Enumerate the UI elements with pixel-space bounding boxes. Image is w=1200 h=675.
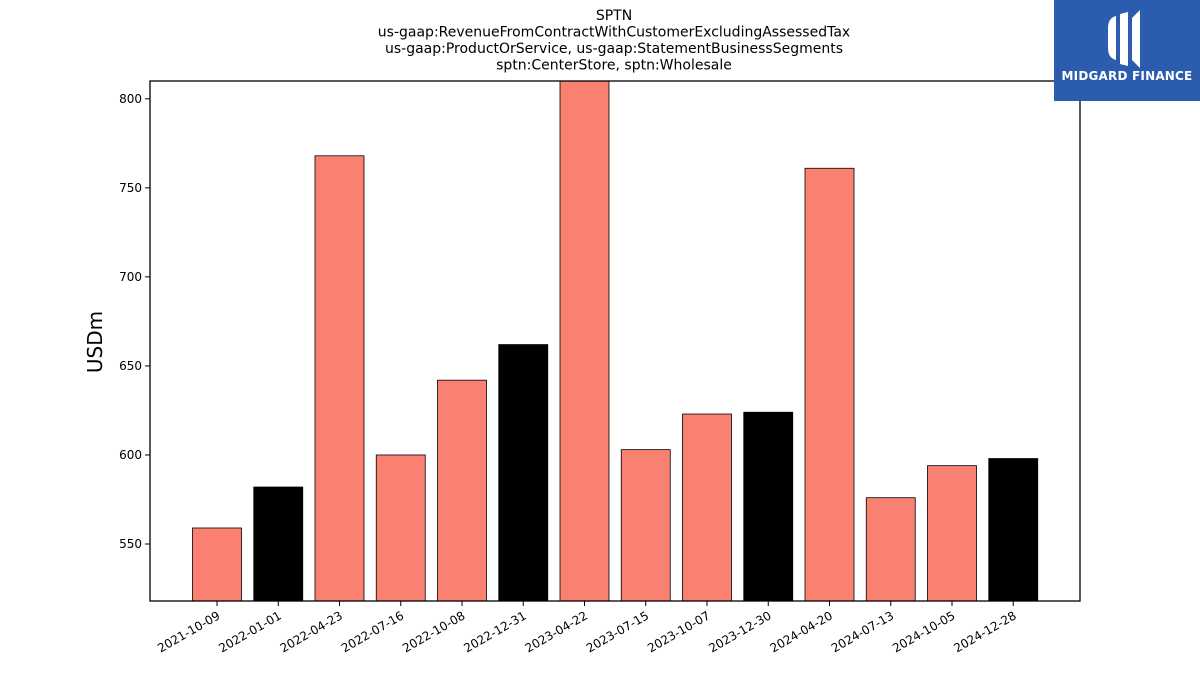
bar [437, 379, 487, 602]
x-tick-label: 2023-07-15 [584, 608, 651, 655]
x-tick-label: 2021-10-09 [155, 608, 222, 655]
title-line: sptn:CenterStore, sptn:Wholesale [496, 58, 732, 74]
x-tick-label: 2022-01-01 [216, 608, 283, 655]
title-line: us-gaap:RevenueFromContractWithCustomerE… [378, 25, 850, 41]
bar [498, 344, 549, 602]
bar [314, 155, 365, 602]
y-tick-label: 750 [119, 181, 142, 195]
x-tick-label: 2022-04-23 [278, 608, 345, 655]
y-tick-label: 600 [119, 448, 142, 462]
x-tick-label: 2024-07-13 [829, 608, 896, 655]
y-axis: 550 600 650 700 750 800 [119, 92, 150, 551]
bar [620, 449, 671, 602]
y-tick-label: 700 [119, 270, 142, 284]
bar [927, 465, 977, 602]
x-tick-label: 2022-10-08 [400, 608, 467, 655]
bar [253, 486, 304, 602]
bar [865, 497, 916, 602]
x-tick-label: 2023-04-22 [523, 608, 590, 655]
y-axis-label: USDm [83, 311, 107, 373]
logo-mark-icon [1108, 10, 1140, 68]
axes-frame [149, 80, 1081, 602]
x-tick-label: 2023-10-07 [645, 608, 712, 655]
x-tick-label: 2022-07-16 [339, 608, 406, 655]
bar [375, 454, 426, 602]
bar [804, 167, 855, 602]
x-tick-label: 2023-12-30 [706, 608, 773, 655]
title-line: SPTN [596, 8, 632, 24]
chart-title: SPTNus-gaap:RevenueFromContractWithCusto… [378, 8, 850, 74]
bar [743, 411, 794, 602]
x-tick-label: 2024-10-05 [890, 608, 957, 655]
bar [192, 527, 242, 602]
y-tick-label: 650 [119, 359, 142, 373]
midgard-finance-logo: MIDGARD FINANCE [1054, 0, 1200, 101]
logo-text: MIDGARD FINANCE [1061, 69, 1193, 83]
y-tick-label: 550 [119, 537, 142, 551]
bar [559, 80, 610, 602]
x-axis: 2021-10-092022-01-012022-04-232022-07-16… [155, 601, 1019, 655]
x-tick-label: 2024-04-20 [768, 608, 835, 655]
bar [682, 413, 732, 602]
x-tick-label: 2022-12-31 [461, 608, 528, 655]
bars [192, 80, 1039, 602]
title-line: us-gaap:ProductOrService, us-gaap:Statem… [385, 41, 843, 57]
y-tick-label: 800 [119, 92, 142, 106]
bar [988, 458, 1039, 602]
x-tick-label: 2024-12-28 [951, 608, 1018, 655]
